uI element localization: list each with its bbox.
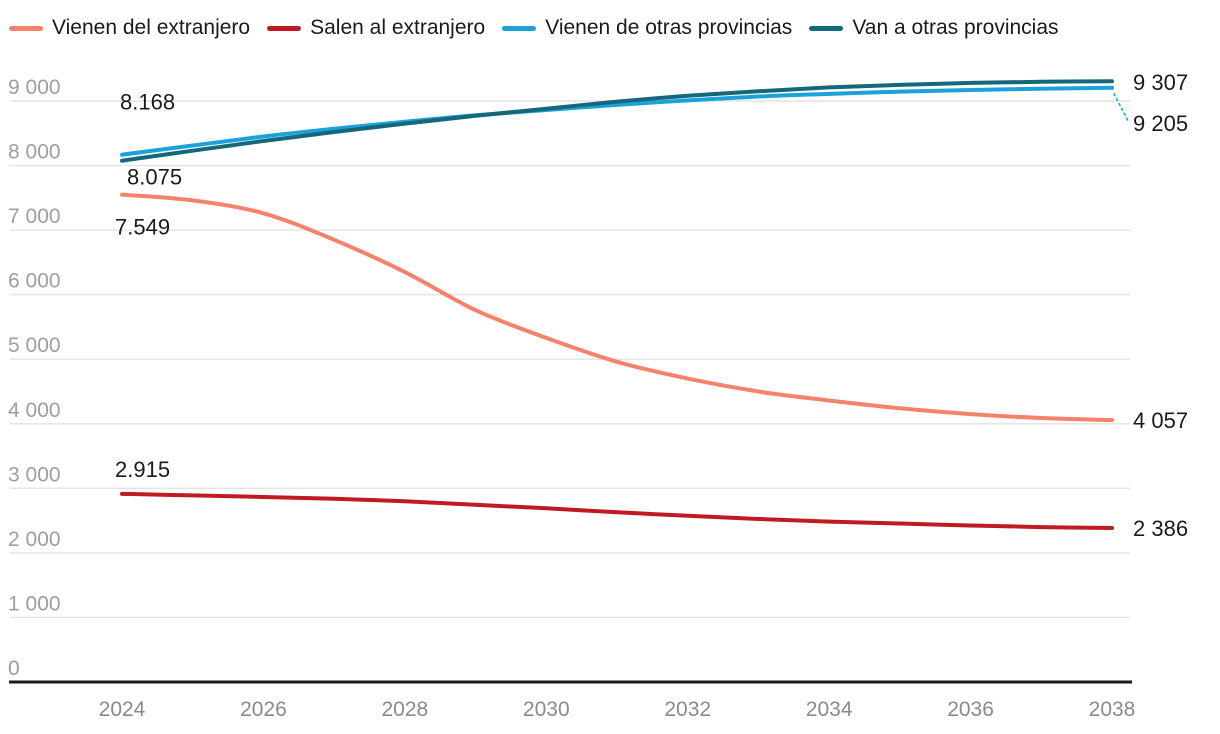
y-axis-tick-label: 7 000 — [8, 205, 61, 228]
legend-label: Vienen del extranjero — [52, 16, 251, 39]
series-end-value-label-vienen-del-extranjero: 4 057 — [1133, 408, 1188, 433]
series-start-value-label-vienen-de-otras-provincias: 8.168 — [120, 90, 175, 115]
legend-swatch-icon — [267, 25, 302, 31]
x-axis-tick-label: 2028 — [381, 698, 428, 721]
legend-item-vienen-del-extranjero: Vienen del extranjero — [9, 16, 250, 40]
y-axis-tick-label: 0 — [8, 657, 20, 680]
x-axis-tick-label: 2034 — [806, 698, 853, 721]
legend-label: Van a otras provincias — [852, 16, 1059, 39]
series-end-value-label-salen-al-extranjero: 2 386 — [1133, 516, 1188, 541]
legend-item-vienen-de-otras-provincias: Vienen de otras provincias — [502, 16, 792, 40]
y-axis-tick-label: 8 000 — [8, 141, 61, 164]
x-axis-tick-label: 2026 — [240, 698, 287, 721]
series-end-value-label-van-a-otras-provincias: 9 307 — [1133, 70, 1188, 95]
x-axis-tick-label: 2036 — [947, 698, 994, 721]
x-axis-tick-label: 2032 — [664, 698, 711, 721]
y-axis-tick-label: 4 000 — [8, 399, 61, 422]
legend-swatch-icon — [9, 25, 43, 31]
series-line-salen-al-extranjero — [120, 491, 1114, 530]
y-axis-tick-label: 5 000 — [8, 334, 61, 357]
series-line-van-a-otras-provincias — [120, 79, 1114, 163]
legend-item-van-a-otras-provincias: Van a otras provincias — [809, 16, 1059, 40]
legend-swatch-icon — [809, 25, 844, 31]
chart-legend: Vienen del extranjero Salen al extranjero… — [9, 16, 1059, 40]
y-axis-tick-label: 9 000 — [8, 76, 61, 99]
end-label-leader-line — [1113, 92, 1129, 122]
series-line-vienen-de-otras-provincias — [120, 85, 1114, 157]
series-start-value-label-vienen-del-extranjero: 7.549 — [115, 215, 170, 240]
x-axis-tick-label: 2024 — [99, 698, 146, 721]
y-axis-tick-label: 2 000 — [8, 528, 61, 551]
x-axis-tick-label: 2030 — [523, 698, 570, 721]
series-line-vienen-del-extranjero — [120, 192, 1114, 423]
x-axis-tick-label: 2038 — [1089, 698, 1136, 721]
series-start-value-label-salen-al-extranjero: 2.915 — [115, 457, 170, 482]
y-axis-tick-label: 3 000 — [8, 463, 61, 486]
y-axis-tick-label: 6 000 — [8, 270, 61, 293]
legend-label: Salen al extranjero — [310, 16, 486, 39]
y-axis-tick-label: 1 000 — [8, 592, 61, 615]
series-end-value-label-vienen-de-otras-provincias: 9 205 — [1133, 111, 1188, 136]
legend-label: Vienen de otras provincias — [545, 16, 793, 39]
legend-swatch-icon — [502, 25, 537, 31]
legend-item-salen-al-extranjero: Salen al extranjero — [267, 16, 485, 40]
series-start-value-label-van-a-otras-provincias: 8.075 — [127, 165, 182, 190]
